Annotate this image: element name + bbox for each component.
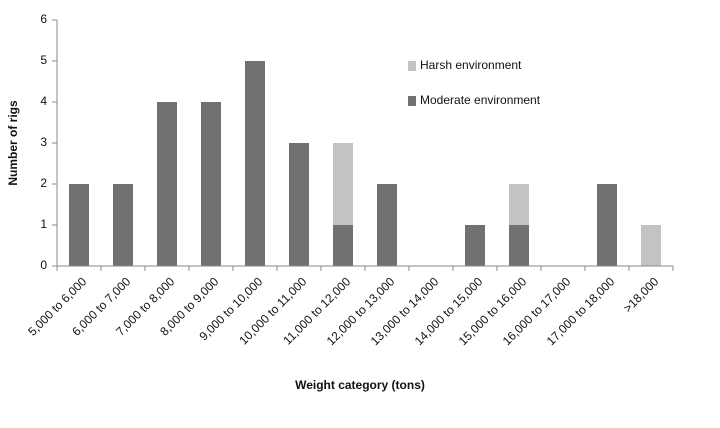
bar <box>333 143 353 225</box>
bar <box>69 184 89 266</box>
legend-swatch <box>408 61 416 71</box>
legend-label: Moderate environment <box>420 93 541 107</box>
y-tick-label: 2 <box>40 176 47 190</box>
bar <box>641 225 661 266</box>
bar <box>157 102 177 266</box>
y-tick-label: 6 <box>40 12 47 26</box>
bar <box>113 184 133 266</box>
bar <box>289 143 309 266</box>
y-tick-label: 5 <box>40 53 47 67</box>
bar <box>465 225 485 266</box>
bar <box>597 184 617 266</box>
bar <box>509 225 529 266</box>
y-tick-label: 1 <box>40 217 47 231</box>
bar <box>377 184 397 266</box>
y-tick-label: 3 <box>40 135 47 149</box>
bar <box>201 102 221 266</box>
legend-label: Harsh environment <box>420 58 522 72</box>
legend-swatch <box>408 96 416 106</box>
x-tick-label: >18,000 <box>621 274 662 315</box>
y-tick-label: 4 <box>40 94 47 108</box>
y-tick-label: 0 <box>40 258 47 272</box>
x-axis-label: Weight category (tons) <box>295 378 425 392</box>
bar <box>333 225 353 266</box>
y-axis-label: Number of rigs <box>6 100 20 186</box>
bar <box>245 61 265 266</box>
bar <box>509 184 529 225</box>
